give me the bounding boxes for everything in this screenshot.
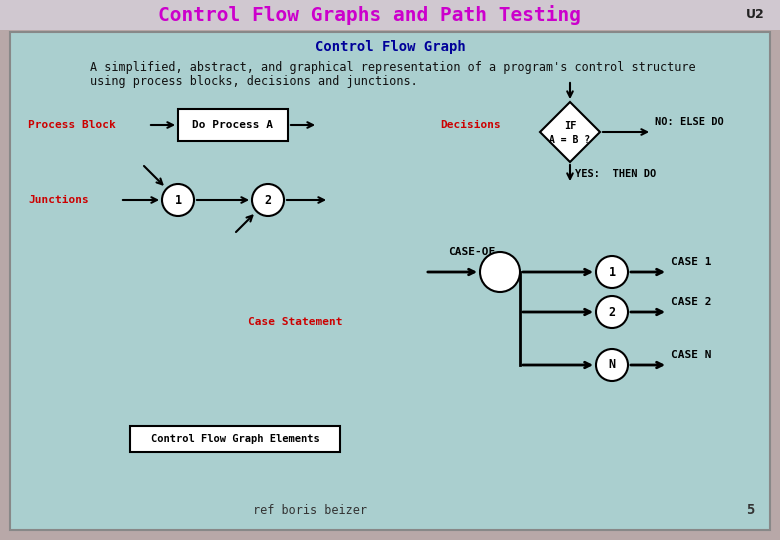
Circle shape [162,184,194,216]
Text: Control Flow Graph: Control Flow Graph [314,40,466,54]
Text: CASE 2: CASE 2 [671,297,711,307]
Text: IF: IF [564,121,576,131]
Bar [130,426,340,452]
Text: A simplified, abstract, and graphical representation of a program's control stru: A simplified, abstract, and graphical re… [90,62,696,75]
Circle shape [596,256,628,288]
Text: NO: ELSE DO: NO: ELSE DO [655,117,724,127]
Circle shape [252,184,284,216]
Bar [178,109,288,141]
Text: Junctions: Junctions [28,195,89,205]
Text: CASE-OF: CASE-OF [448,247,495,257]
Circle shape [480,252,520,292]
Text: Control Flow Graphs and Path Testing: Control Flow Graphs and Path Testing [158,5,582,25]
Bar [0,0,780,30]
Circle shape [596,296,628,328]
Text: 1: 1 [608,266,615,279]
Circle shape [596,349,628,381]
Text: CASE 1: CASE 1 [671,257,711,267]
Text: 5: 5 [746,503,754,517]
Text: Case Statement: Case Statement [248,317,342,327]
Text: Do Process A: Do Process A [193,120,274,130]
Text: Control Flow Graph Elements: Control Flow Graph Elements [151,434,319,444]
Text: A = B ?: A = B ? [549,135,590,145]
Text: N: N [608,359,615,372]
Text: 2: 2 [608,306,615,319]
Text: YES:  THEN DO: YES: THEN DO [575,169,656,179]
Text: CASE N: CASE N [671,350,711,360]
Text: 1: 1 [175,193,182,206]
Polygon shape [540,102,600,162]
Text: U2: U2 [746,9,764,22]
Text: using process blocks, decisions and junctions.: using process blocks, decisions and junc… [90,76,418,89]
Text: Process Block: Process Block [28,120,115,130]
Text: ref boris beizer: ref boris beizer [253,503,367,516]
Text: Decisions: Decisions [440,120,501,130]
Text: 2: 2 [264,193,271,206]
